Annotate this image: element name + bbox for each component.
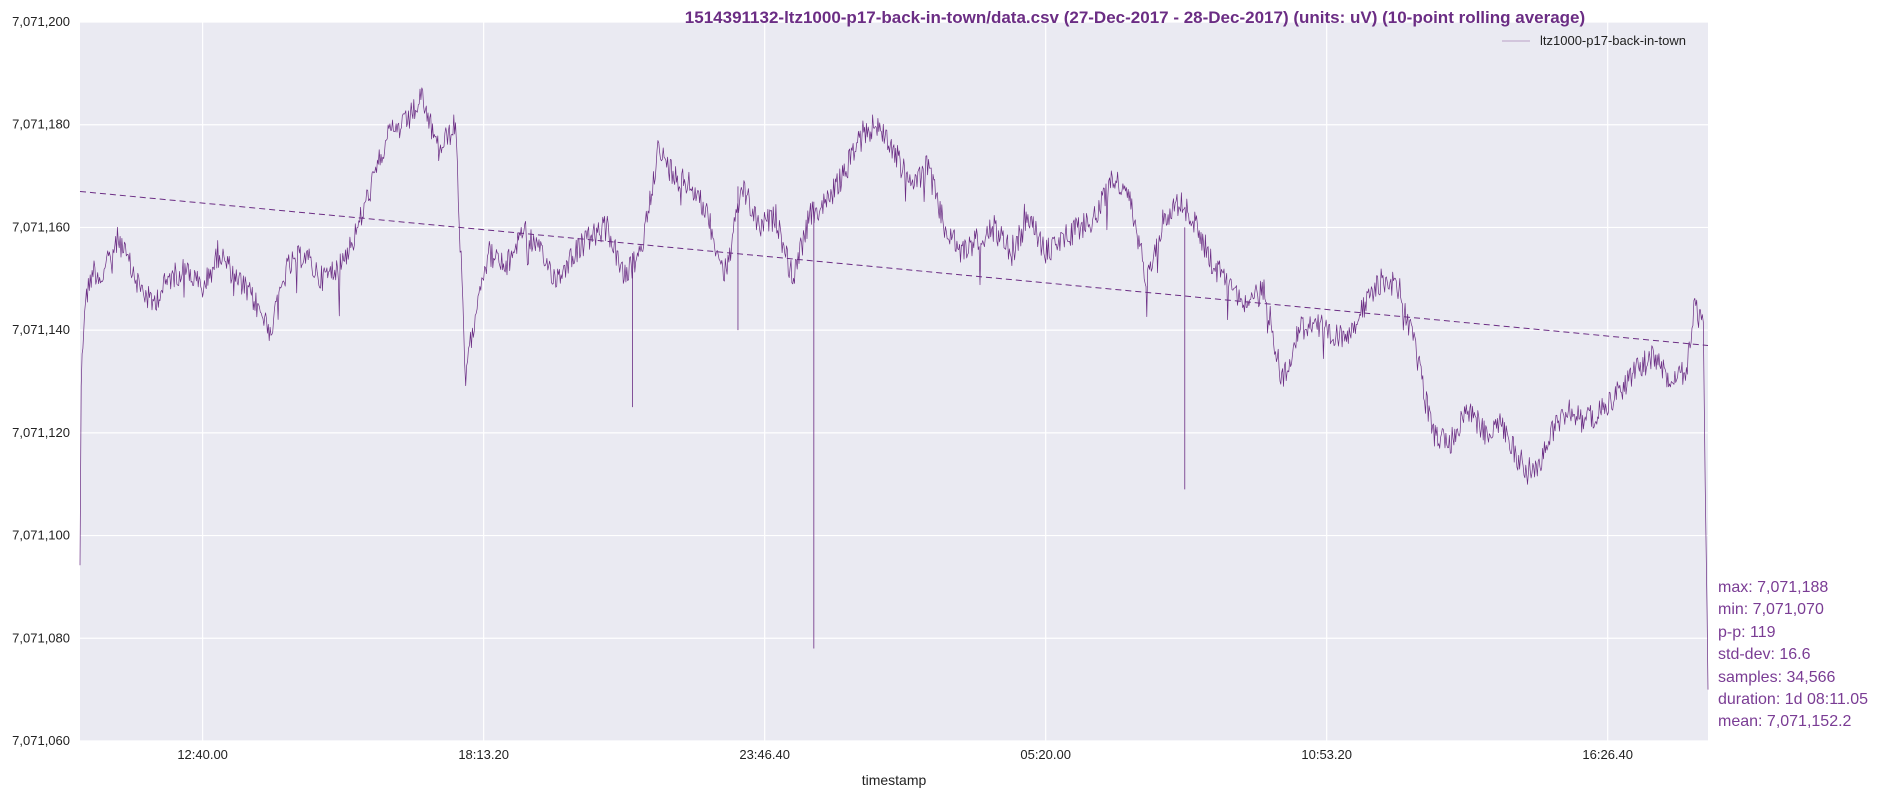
stats-panel: max: 7,071,188 min: 7,071,070 p-p: 119 std-…	[1718, 577, 1868, 734]
y-tick-label: 7,071,140	[12, 322, 70, 337]
x-tick-label: 12:40.00	[177, 747, 228, 762]
y-tick-label: 7,071,100	[12, 528, 70, 543]
grid-lines	[80, 21, 1708, 742]
stat-line: duration: 1d 08:11.05	[1718, 691, 1869, 709]
x-tick-label: 18:13.20	[458, 747, 509, 762]
y-tick-label: 7,071,060	[12, 733, 70, 748]
stat-line: std-dev: 16.6	[1718, 646, 1811, 664]
y-tick-label: 7,071,200	[12, 14, 70, 29]
x-tick-label: 16:26.40	[1582, 747, 1633, 762]
stat-line: mean: 7,071,152.2	[1718, 713, 1852, 731]
trend-line	[79, 190, 1709, 347]
x-tick-labels: 12:40.00 18:13.20 23:46.40 05:20.00 10:53.20…	[177, 747, 1633, 762]
y-tick-label: 7,071,120	[12, 425, 70, 440]
y-tick-label: 7,071,160	[12, 219, 70, 234]
stat-line: samples: 34,566	[1718, 668, 1836, 686]
x-tick-label: 23:46.40	[739, 747, 790, 762]
legend-label: ltz1000-p17-back-in-town	[1540, 33, 1686, 48]
y-tick-label: 7,071,080	[12, 630, 70, 645]
x-tick-label: 05:20.00	[1020, 747, 1071, 762]
legend: ltz1000-p17-back-in-town	[1502, 33, 1686, 48]
x-axis-label: timestamp	[862, 772, 927, 788]
y-tick-labels: 7,071,060 7,071,080 7,071,100 7,071,120 7,07…	[12, 14, 70, 748]
y-tick-label: 7,071,180	[12, 117, 70, 132]
series-group	[79, 87, 1709, 690]
stat-line: p-p: 119	[1718, 623, 1776, 641]
chart-title: 1514391132-ltz1000-p17-back-in-town/data…	[685, 8, 1585, 27]
x-tick-label: 10:53.20	[1301, 747, 1352, 762]
stat-line: max: 7,071,188	[1718, 579, 1829, 596]
plot-area	[80, 22, 1708, 741]
series-line	[79, 87, 1709, 690]
stat-line: min: 7,071,070	[1718, 601, 1824, 619]
